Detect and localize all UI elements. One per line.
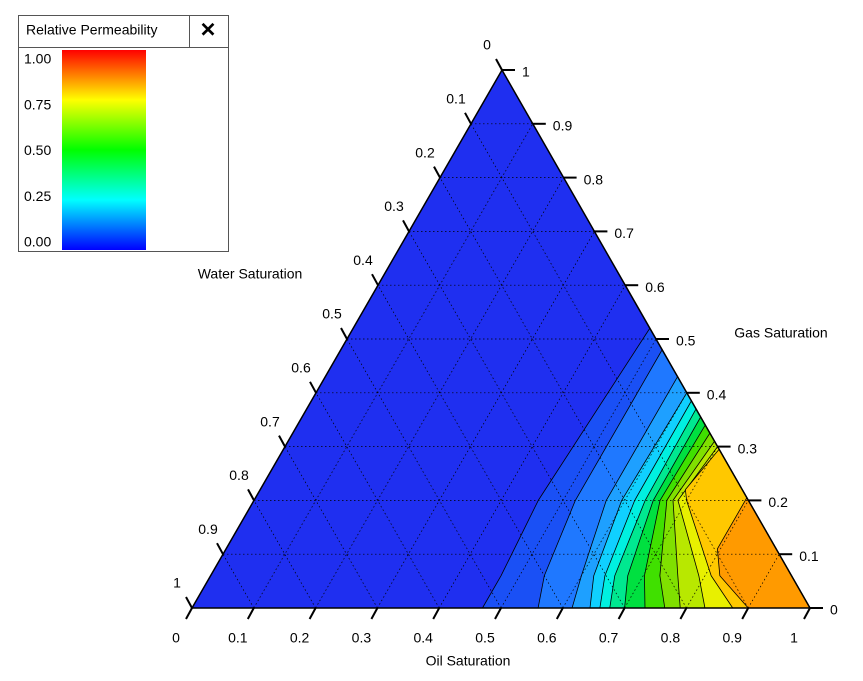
plot-area: 0 0.1 0.2 0.3 0.4 0.5 0.6 0.7 0.8 0.9 1 0 0.1 0.2 0.3 0… xyxy=(172,37,838,669)
tick-mark xyxy=(371,273,379,286)
water-tick-label: 1 xyxy=(173,575,181,591)
grid-line xyxy=(253,123,534,609)
gas-tick-label: 0.9 xyxy=(553,118,573,134)
tick-mark xyxy=(803,607,811,620)
axis-title: Water Saturation xyxy=(198,266,303,282)
grid-line xyxy=(470,123,749,609)
oil-tick-label: 0.7 xyxy=(599,630,619,646)
tick-mark xyxy=(340,327,348,340)
oil-tick-label: 0.3 xyxy=(352,630,372,646)
colorbar-tick-label: 1.00 xyxy=(24,51,51,67)
tick-mark xyxy=(278,435,286,448)
water-tick-label: 0.6 xyxy=(291,360,311,376)
water-tick-label: 0.5 xyxy=(322,306,342,322)
tick-mark xyxy=(308,607,317,620)
tick-mark xyxy=(246,607,255,620)
water-tick-label: 0.3 xyxy=(384,198,404,214)
gas-tick-label: 0.4 xyxy=(707,387,727,403)
tick-mark xyxy=(432,607,441,620)
tick-mark xyxy=(495,58,503,71)
legend-title: Relative Permeability xyxy=(26,22,158,38)
grid-line xyxy=(315,392,440,609)
legend: Relative Permeability ✕ 0.00 0.25 0.50 0.75… xyxy=(18,15,229,252)
tick-mark xyxy=(309,381,317,394)
grid-line xyxy=(315,177,564,609)
oil-tick-label: 0.2 xyxy=(290,630,310,646)
grid-line xyxy=(624,446,718,609)
gas-tick-label: 0.5 xyxy=(676,333,696,349)
tick-mark xyxy=(433,166,441,179)
gas-tick-label: 0.3 xyxy=(738,440,758,456)
gas-tick-label: 1 xyxy=(522,64,530,80)
gas-tick-label: 0.2 xyxy=(768,494,788,510)
axis-title: Gas Saturation xyxy=(734,325,827,341)
tick-mark xyxy=(555,607,564,620)
colorbar xyxy=(62,50,146,250)
grid-line xyxy=(439,177,687,609)
oil-tick-label: 0 xyxy=(172,630,180,646)
grid-line xyxy=(408,231,625,609)
gas-tick-label: 0 xyxy=(830,602,838,618)
tick-mark xyxy=(741,607,750,620)
oil-tick-label: 0.4 xyxy=(413,630,433,646)
tick-mark xyxy=(494,607,502,620)
tick-mark xyxy=(679,607,688,620)
close-button[interactable]: ✕ xyxy=(200,19,217,41)
tick-mark xyxy=(402,219,410,232)
colorbar-tick-label: 0.75 xyxy=(24,96,51,112)
water-tick-label: 0.9 xyxy=(198,521,218,537)
gas-tick-label: 0.8 xyxy=(584,171,604,187)
gas-tick-label: 0.7 xyxy=(614,225,634,241)
grid-line xyxy=(562,392,688,609)
tick-mark xyxy=(370,607,379,620)
oil-tick-label: 0.1 xyxy=(228,630,248,646)
colorbar-tick-label: 0.25 xyxy=(24,188,51,204)
oil-tick-label: 0.8 xyxy=(661,630,681,646)
grid-line xyxy=(686,500,749,609)
grid-line xyxy=(284,446,378,609)
colorbar-tick-label: 0.00 xyxy=(24,234,51,250)
colorbar-tick-label: 0.50 xyxy=(24,142,51,158)
tick-mark xyxy=(464,112,472,125)
grid-line xyxy=(253,500,316,609)
tick-mark xyxy=(185,596,193,609)
tick-mark xyxy=(617,607,626,620)
oil-tick-label: 0.5 xyxy=(475,630,495,646)
water-tick-label: 0 xyxy=(483,37,491,53)
gas-tick-label: 0.6 xyxy=(645,279,665,295)
tick-mark xyxy=(247,488,255,501)
oil-tick-label: 0.9 xyxy=(722,630,742,646)
oil-tick-label: 0.6 xyxy=(537,630,557,646)
tick-mark xyxy=(216,542,224,555)
tick-mark xyxy=(185,607,193,620)
water-tick-label: 0.8 xyxy=(229,467,249,483)
water-tick-label: 0.4 xyxy=(353,252,373,268)
water-tick-label: 0.1 xyxy=(446,91,466,107)
oil-tick-label: 1 xyxy=(790,630,798,646)
axis-title: Oil Saturation xyxy=(426,653,511,669)
water-tick-label: 0.7 xyxy=(260,413,280,429)
water-tick-label: 0.2 xyxy=(415,144,435,160)
grid-line xyxy=(377,231,595,609)
gas-tick-label: 0.1 xyxy=(799,548,819,564)
